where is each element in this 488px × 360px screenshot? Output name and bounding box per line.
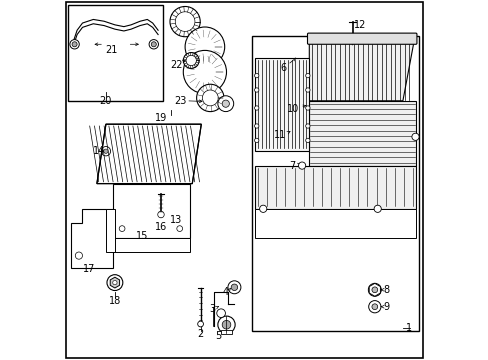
Text: 17: 17 [82, 264, 95, 274]
Circle shape [254, 88, 258, 92]
Polygon shape [97, 124, 201, 184]
Circle shape [158, 211, 164, 218]
Circle shape [254, 106, 258, 110]
Polygon shape [110, 277, 120, 288]
Circle shape [196, 84, 224, 112]
Circle shape [119, 226, 125, 231]
Text: 8: 8 [383, 285, 389, 295]
Bar [251, 36, 418, 331]
Text: 7: 7 [288, 161, 295, 171]
Circle shape [373, 205, 381, 212]
Circle shape [305, 106, 309, 110]
Polygon shape [255, 209, 415, 238]
Circle shape [175, 12, 195, 31]
Circle shape [259, 205, 266, 212]
Text: 3: 3 [208, 304, 215, 314]
Circle shape [183, 50, 226, 94]
Circle shape [197, 321, 203, 327]
FancyBboxPatch shape [307, 33, 416, 44]
Text: 23: 23 [174, 96, 186, 106]
Circle shape [305, 124, 309, 128]
Polygon shape [113, 238, 190, 252]
Polygon shape [71, 209, 113, 268]
Circle shape [183, 53, 199, 68]
Circle shape [185, 27, 224, 67]
Text: 11: 11 [273, 130, 285, 140]
Circle shape [186, 55, 196, 66]
Polygon shape [255, 166, 415, 209]
Text: 5: 5 [215, 330, 221, 341]
Circle shape [177, 226, 182, 231]
Circle shape [371, 287, 377, 293]
Text: 13: 13 [170, 215, 182, 225]
Circle shape [371, 304, 377, 310]
Polygon shape [348, 38, 355, 45]
Bar [221, 330, 231, 334]
Text: 22: 22 [169, 60, 182, 70]
Circle shape [216, 309, 225, 318]
Circle shape [254, 124, 258, 128]
Circle shape [149, 40, 158, 49]
Circle shape [218, 96, 233, 112]
Text: 4: 4 [222, 287, 228, 297]
Circle shape [151, 42, 156, 47]
Circle shape [202, 90, 218, 106]
Circle shape [103, 149, 108, 153]
Text: 21: 21 [105, 45, 117, 55]
Circle shape [367, 283, 381, 296]
Circle shape [254, 73, 258, 78]
Text: 16: 16 [155, 222, 167, 232]
Text: 1: 1 [406, 323, 411, 333]
Circle shape [218, 316, 235, 333]
Circle shape [222, 100, 229, 107]
Circle shape [368, 301, 380, 313]
Circle shape [231, 284, 237, 291]
Circle shape [305, 88, 309, 92]
Circle shape [70, 40, 79, 49]
Text: 14: 14 [92, 146, 104, 156]
Text: 12: 12 [353, 20, 365, 30]
Circle shape [107, 275, 122, 291]
Circle shape [298, 162, 305, 169]
Circle shape [222, 320, 230, 329]
Bar [68, 5, 163, 101]
Text: 15: 15 [136, 231, 148, 241]
Circle shape [305, 73, 309, 78]
Text: 20: 20 [100, 96, 112, 106]
Circle shape [227, 281, 241, 294]
Polygon shape [368, 283, 380, 296]
Circle shape [305, 138, 309, 143]
Polygon shape [113, 184, 190, 238]
Text: 18: 18 [108, 296, 121, 306]
Circle shape [101, 147, 110, 156]
Text: 6: 6 [280, 63, 286, 73]
Circle shape [75, 252, 82, 259]
Circle shape [72, 42, 77, 47]
Circle shape [411, 133, 418, 140]
Text: 10: 10 [286, 104, 299, 114]
Polygon shape [106, 209, 115, 252]
Text: 2: 2 [197, 329, 203, 339]
Circle shape [170, 6, 200, 37]
Polygon shape [309, 43, 413, 101]
Circle shape [254, 138, 258, 143]
Text: 19: 19 [155, 113, 167, 123]
Polygon shape [309, 101, 415, 166]
Circle shape [113, 280, 117, 285]
Polygon shape [255, 58, 309, 151]
Text: 9: 9 [383, 302, 389, 312]
